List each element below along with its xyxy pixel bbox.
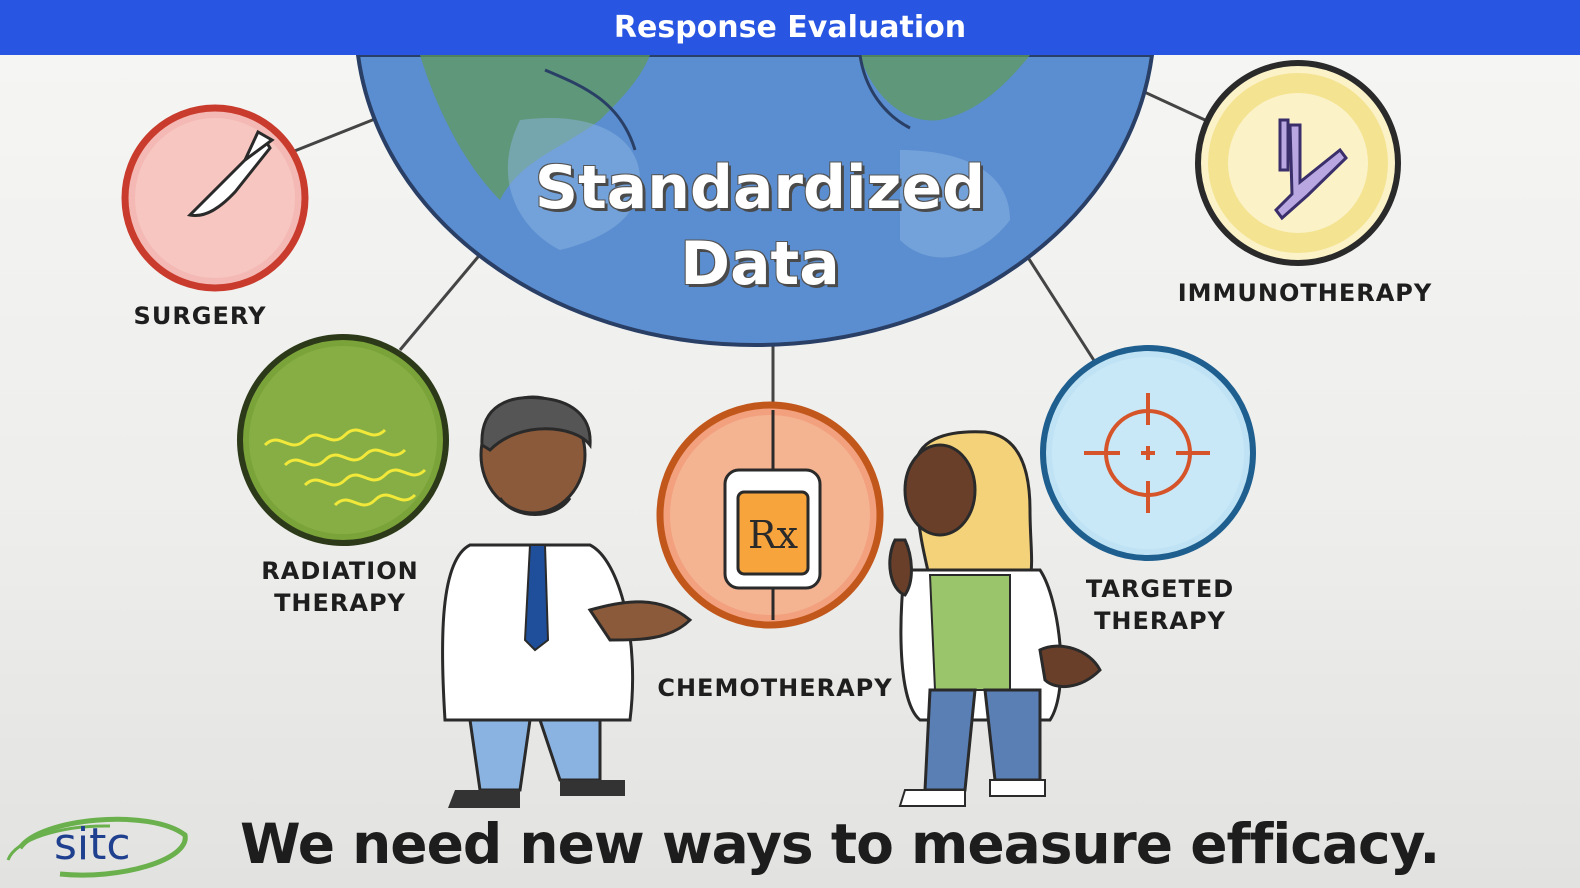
radiation-icon [237, 334, 449, 546]
radiation-label-line-1: RADIATION [261, 557, 419, 585]
surgery-label: SURGERY [133, 302, 267, 330]
footer-tagline: We need new ways to measure efficacy. [240, 812, 1440, 876]
sitc-logo-swoosh [6, 816, 188, 878]
targeted-label-line-2: THERAPY [1094, 607, 1226, 635]
globe-title-line-1: Standardized [534, 153, 986, 223]
female-doctor-illustration [888, 430, 1102, 807]
targeted-label-line-1: TARGETED [1085, 575, 1235, 603]
chemotherapy-icon: Rx [656, 401, 884, 629]
rx-symbol: Rx [748, 513, 798, 557]
radiation-label-line-2: THERAPY [274, 589, 406, 617]
slide-title: Response Evaluation [0, 0, 1580, 55]
targeted-therapy-label: TARGETED THERAPY [1060, 573, 1260, 637]
globe-title: Standardized Data [480, 150, 1040, 302]
radiation-therapy-label: RADIATION THERAPY [240, 555, 440, 619]
globe-illustration [355, 55, 1155, 348]
target-icon [1040, 345, 1256, 561]
chemotherapy-label: CHEMOTHERAPY [657, 674, 893, 702]
surgery-icon [121, 104, 309, 292]
immunotherapy-label: IMMUNOTHERAPY [1177, 279, 1433, 307]
illustration: Rx [6, 55, 1401, 878]
sitc-logo-text: sitc [54, 819, 131, 870]
connector-lines [291, 88, 1206, 408]
globe-title-line-2: Data [680, 229, 840, 299]
antibody-icon [1195, 60, 1401, 266]
male-doctor-illustration [441, 395, 693, 808]
